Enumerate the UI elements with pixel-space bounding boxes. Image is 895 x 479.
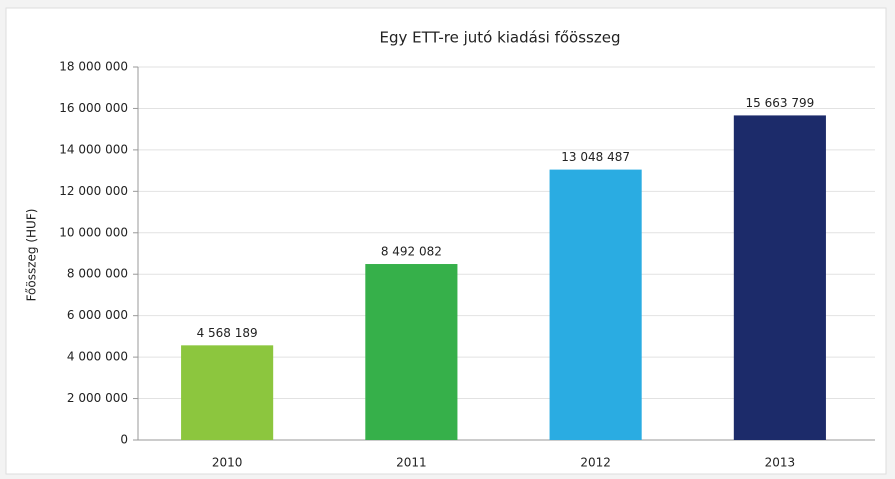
data-label: 4 568 189 [197, 326, 258, 340]
bar [549, 169, 642, 440]
data-label: 8 492 082 [381, 245, 442, 259]
y-tick-label: 0 [120, 433, 128, 447]
data-label: 13 048 487 [561, 150, 630, 164]
y-tick-label: 18 000 000 [59, 60, 128, 74]
x-tick-label: 2011 [396, 456, 427, 470]
bar [181, 345, 274, 440]
bar [733, 115, 826, 440]
chart-title: Egy ETT-re jutó kiadási főösszeg [380, 29, 621, 47]
y-tick-label: 8 000 000 [67, 267, 128, 281]
y-tick-label: 16 000 000 [59, 101, 128, 115]
y-tick-label: 6 000 000 [67, 308, 128, 322]
x-tick-label: 2010 [212, 456, 243, 470]
y-tick-label: 12 000 000 [59, 184, 128, 198]
x-tick-label: 2013 [765, 456, 796, 470]
y-axis-label: Főösszeg (HUF) [25, 209, 39, 302]
data-label: 15 663 799 [746, 96, 815, 110]
y-tick-label: 2 000 000 [67, 391, 128, 405]
y-tick-label: 10 000 000 [59, 225, 128, 239]
x-tick-label: 2012 [580, 456, 611, 470]
bar [365, 264, 458, 440]
y-tick-label: 4 000 000 [67, 350, 128, 364]
y-tick-label: 14 000 000 [59, 142, 128, 156]
